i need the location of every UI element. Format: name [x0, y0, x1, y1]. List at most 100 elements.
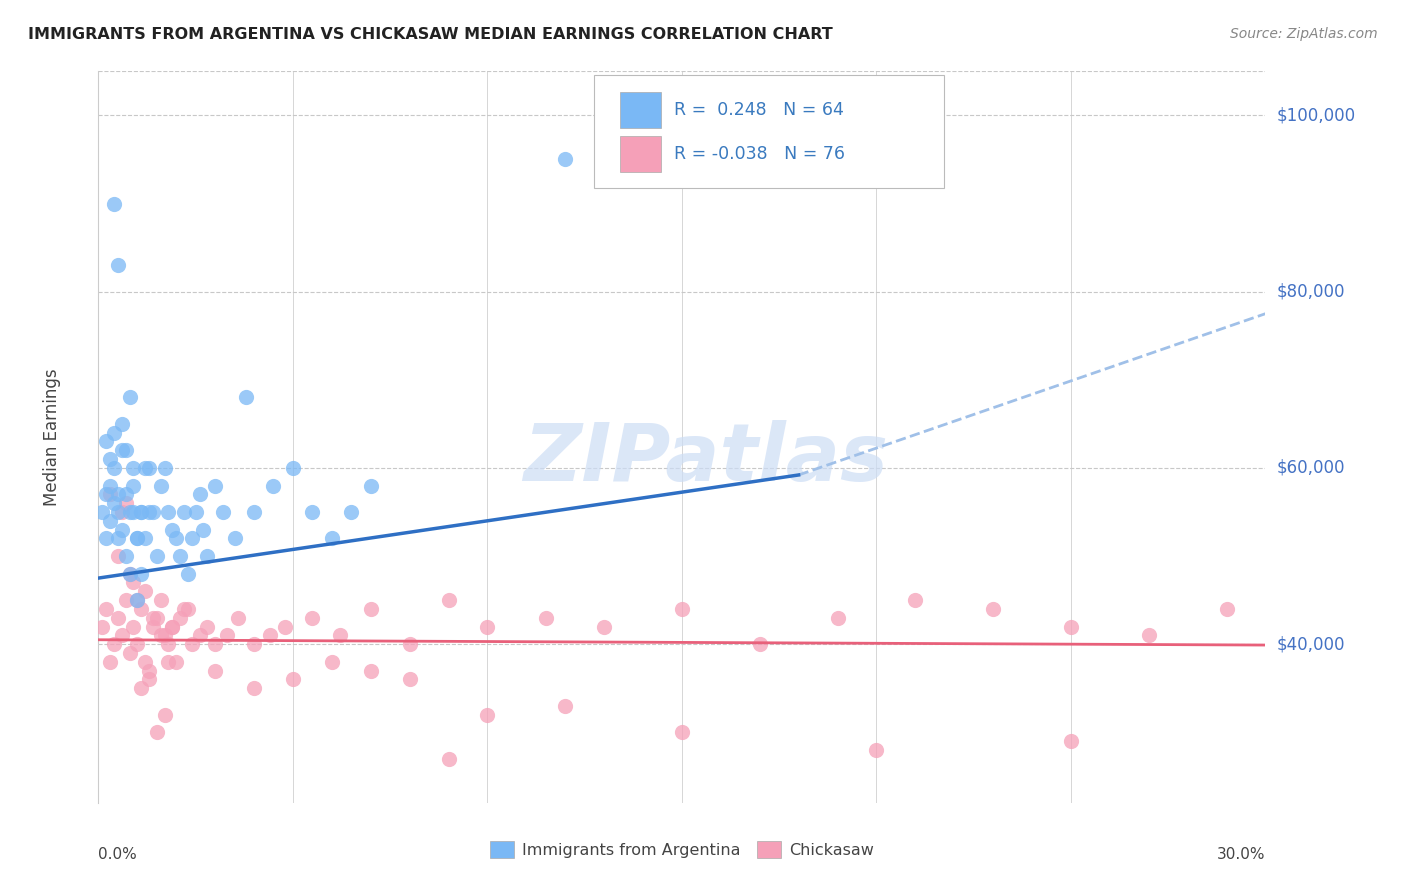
- Point: [180, 637, 202, 651]
- Point: [281, 673, 304, 687]
- Point: [107, 611, 129, 625]
- Point: [142, 505, 165, 519]
- Point: [204, 478, 226, 492]
- Point: [262, 478, 284, 492]
- Text: 30.0%: 30.0%: [1218, 847, 1265, 862]
- Point: [188, 487, 211, 501]
- Text: R =  0.248   N = 64: R = 0.248 N = 64: [673, 101, 844, 120]
- Point: [129, 505, 152, 519]
- Point: [146, 725, 169, 739]
- Point: [107, 532, 129, 546]
- Bar: [620, 92, 661, 128]
- Point: [437, 752, 460, 766]
- Point: [228, 611, 250, 625]
- Bar: [620, 136, 661, 172]
- Point: [360, 478, 382, 492]
- Point: [107, 487, 129, 501]
- Point: [212, 505, 235, 519]
- Point: [188, 628, 211, 642]
- Point: [259, 628, 281, 642]
- Point: [122, 478, 145, 492]
- Point: [169, 611, 191, 625]
- Point: [134, 655, 156, 669]
- Point: [1137, 628, 1160, 642]
- Point: [103, 496, 125, 510]
- Point: [321, 655, 343, 669]
- Point: [111, 628, 134, 642]
- Point: [243, 505, 266, 519]
- Point: [437, 593, 460, 607]
- Point: [111, 505, 134, 519]
- Point: [96, 602, 118, 616]
- Point: [146, 549, 169, 563]
- Point: [981, 602, 1004, 616]
- Point: [173, 505, 195, 519]
- Point: [127, 532, 149, 546]
- Point: [177, 602, 200, 616]
- Point: [122, 505, 145, 519]
- Point: [224, 532, 246, 546]
- Point: [153, 628, 176, 642]
- Text: IMMIGRANTS FROM ARGENTINA VS CHICKASAW MEDIAN EARNINGS CORRELATION CHART: IMMIGRANTS FROM ARGENTINA VS CHICKASAW M…: [28, 27, 832, 42]
- Point: [118, 505, 141, 519]
- Point: [165, 532, 187, 546]
- Point: [114, 496, 136, 510]
- Point: [153, 707, 176, 722]
- Point: [477, 619, 499, 633]
- Point: [127, 593, 149, 607]
- Point: [157, 637, 180, 651]
- Point: [671, 602, 693, 616]
- Point: [360, 664, 382, 678]
- Point: [180, 532, 202, 546]
- Point: [274, 619, 297, 633]
- Text: $40,000: $40,000: [1277, 635, 1346, 653]
- Point: [118, 646, 141, 660]
- Point: [827, 611, 849, 625]
- Point: [554, 153, 576, 167]
- Point: [103, 425, 125, 440]
- Point: [193, 523, 215, 537]
- Point: [122, 461, 145, 475]
- Point: [138, 673, 160, 687]
- Point: [134, 584, 156, 599]
- Point: [165, 655, 187, 669]
- Point: [118, 566, 141, 581]
- Point: [184, 505, 207, 519]
- Point: [122, 619, 145, 633]
- Point: [162, 619, 184, 633]
- Point: [111, 443, 134, 458]
- Point: [321, 532, 343, 546]
- Point: [398, 637, 420, 651]
- Point: [329, 628, 352, 642]
- Point: [98, 478, 121, 492]
- Point: [103, 461, 125, 475]
- Point: [157, 505, 180, 519]
- Point: [138, 461, 160, 475]
- Point: [129, 602, 152, 616]
- Point: [671, 725, 693, 739]
- Point: [904, 593, 927, 607]
- Text: 0.0%: 0.0%: [98, 847, 138, 862]
- Point: [96, 434, 118, 449]
- Text: Source: ZipAtlas.com: Source: ZipAtlas.com: [1230, 27, 1378, 41]
- Point: [162, 523, 184, 537]
- Point: [134, 532, 156, 546]
- Point: [91, 619, 114, 633]
- Point: [127, 532, 149, 546]
- Point: [91, 505, 114, 519]
- Point: [173, 602, 195, 616]
- Point: [177, 566, 200, 581]
- Point: [243, 637, 266, 651]
- Point: [138, 505, 160, 519]
- Legend: Immigrants from Argentina, Chickasaw: Immigrants from Argentina, Chickasaw: [484, 835, 880, 864]
- Point: [301, 505, 323, 519]
- Point: [96, 532, 118, 546]
- Point: [162, 619, 184, 633]
- Point: [129, 505, 152, 519]
- Point: [195, 619, 218, 633]
- Point: [215, 628, 238, 642]
- Text: $80,000: $80,000: [1277, 283, 1346, 301]
- Point: [107, 549, 129, 563]
- Point: [107, 505, 129, 519]
- Point: [111, 523, 134, 537]
